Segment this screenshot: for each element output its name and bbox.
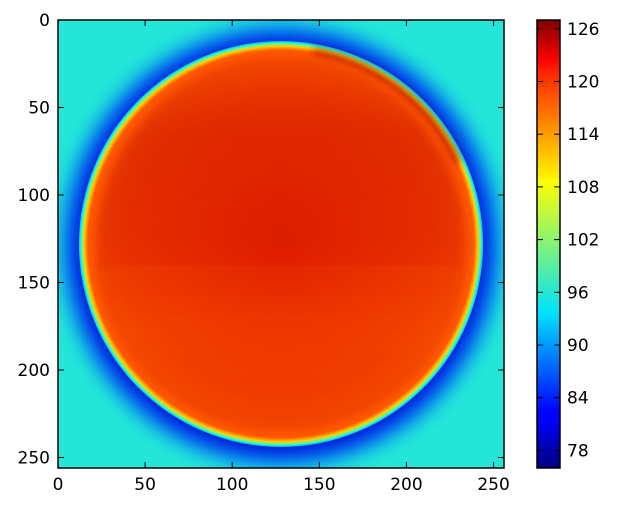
x-tick-label: 200: [390, 475, 422, 495]
heatmap-image: [58, 20, 504, 468]
colorbar-tick-label: 108: [567, 178, 599, 198]
x-tick-label: 50: [134, 475, 156, 495]
plot-area: 0 50 100 150 200 250 0 50 100 150 200 250: [18, 11, 510, 495]
y-tick-label: 0: [39, 11, 50, 31]
colorbar-tick-label: 126: [567, 20, 599, 40]
y-tick-label: 150: [18, 274, 50, 294]
disc-dark-rim-arc: [312, 48, 461, 164]
y-tick-label: 250: [18, 449, 50, 469]
colorbar-tick-label: 102: [567, 231, 599, 251]
colorbar-tick-label: 114: [567, 125, 599, 145]
y-tick-label: 100: [18, 186, 50, 206]
colorbar-ticks: 78 84 90 96 102 108 114 120 126: [537, 20, 599, 461]
disc-interior-shading: [99, 61, 463, 427]
x-axis-ticks: 0 50 100 150 200 250: [53, 20, 510, 495]
y-tick-label: 200: [18, 361, 50, 381]
colorbar-frame: [536, 19, 561, 469]
colorbar: 78 84 90 96 102 108 114 120 126: [536, 19, 599, 469]
y-tick-label: 50: [28, 99, 50, 119]
x-tick-label: 0: [53, 475, 64, 495]
x-tick-label: 150: [303, 475, 335, 495]
colorbar-tick-label: 90: [567, 336, 589, 356]
plot-frame: [57, 19, 505, 469]
colorbar-tick-label: 120: [567, 72, 599, 92]
x-tick-label: 250: [477, 475, 509, 495]
colorbar-tick-label: 84: [567, 389, 589, 409]
colorbar-tick-label: 78: [567, 441, 589, 461]
colorbar-gradient: [537, 20, 560, 468]
x-tick-label: 100: [216, 475, 248, 495]
colorbar-tick-label: 96: [567, 283, 589, 303]
y-axis-ticks: 0 50 100 150 200 250: [18, 11, 504, 469]
